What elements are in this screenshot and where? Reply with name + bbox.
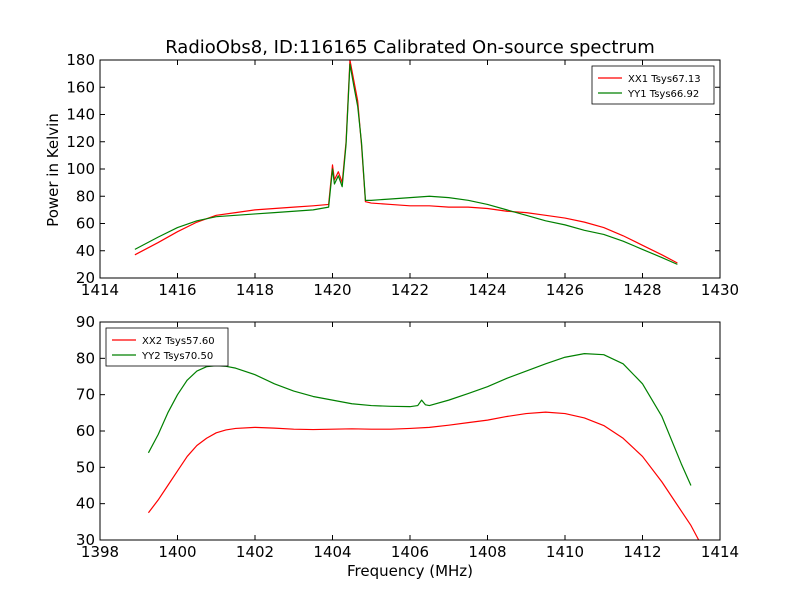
- legend-label: YY1 Tsys66.92: [627, 89, 699, 100]
- x-tick-label: 1400: [158, 543, 196, 561]
- y-tick-label: 40: [76, 495, 95, 513]
- y-tick-label: 80: [76, 187, 95, 205]
- x-tick-label: 1424: [468, 281, 506, 299]
- x-tick-label: 1410: [546, 543, 584, 561]
- y-tick-label: 50: [76, 458, 95, 476]
- y-tick-label: 40: [76, 242, 95, 260]
- y-tick-label: 70: [76, 386, 95, 404]
- legend-label: XX2 Tsys57.60: [142, 336, 215, 347]
- legend: XX1 Tsys67.13 YY1 Tsys66.92: [591, 65, 715, 105]
- x-axis-label: Frequency (MHz): [347, 562, 473, 580]
- y-tick-label: 180: [66, 51, 95, 69]
- chart-title: RadioObs8, ID:116165 Calibrated On-sourc…: [165, 37, 655, 58]
- x-tick-label: 1428: [623, 281, 661, 299]
- y-tick-label: 140: [66, 106, 95, 124]
- x-tick-label: 1416: [158, 281, 196, 299]
- y-tick-label: 160: [66, 78, 95, 96]
- plots: 1414 1416 1418 1420 1422 1424 1426 1428 1430 20 40…: [66, 51, 739, 561]
- series-line-2-1: [147, 411, 700, 541]
- legend: XX2 Tsys57.60 YY2 Tsys70.50: [105, 327, 229, 367]
- x-tick-label: 1402: [236, 543, 274, 561]
- legend-box: [591, 65, 715, 105]
- y-axis-label: Power in Kelvin: [44, 113, 62, 227]
- x-tick-label: 1398: [81, 543, 119, 561]
- series-line-1-2: [134, 63, 678, 265]
- y-tick-label: 30: [76, 531, 95, 549]
- y-tick-label: 100: [66, 160, 95, 178]
- x-tick-label: 1414: [701, 543, 739, 561]
- x-tick-label: 1422: [391, 281, 429, 299]
- y-tick-label: 80: [76, 349, 95, 367]
- y-tick-label: 120: [66, 133, 95, 151]
- x-tick-label: 1430: [701, 281, 739, 299]
- legend-label: XX1 Tsys67.13: [628, 74, 701, 85]
- legend-box: [105, 327, 229, 367]
- y-tick-label: 60: [76, 422, 95, 440]
- x-tick-label: 1418: [236, 281, 274, 299]
- x-tick-label: 1408: [468, 543, 506, 561]
- legend-label: YY2 Tsys70.50: [141, 351, 213, 362]
- chart-2: 1398 1400 1402 1404 1406 1408 1410 1412 1414 30 40…: [76, 313, 739, 561]
- chart-1: 1414 1416 1418 1420 1422 1424 1426 1428 1430 20 40…: [66, 51, 739, 299]
- series-line-2-2: [147, 353, 692, 486]
- x-tick-label: 1406: [391, 543, 429, 561]
- y-tick-label: 20: [76, 269, 95, 287]
- x-tick-label: 1412: [623, 543, 661, 561]
- y-tick-label: 60: [76, 215, 95, 233]
- x-tick-label: 1426: [546, 281, 584, 299]
- x-tick-label: 1404: [313, 543, 351, 561]
- x-tick-label: 1420: [313, 281, 351, 299]
- x-tick-label: 1414: [81, 281, 119, 299]
- y-tick-label: 90: [76, 313, 95, 331]
